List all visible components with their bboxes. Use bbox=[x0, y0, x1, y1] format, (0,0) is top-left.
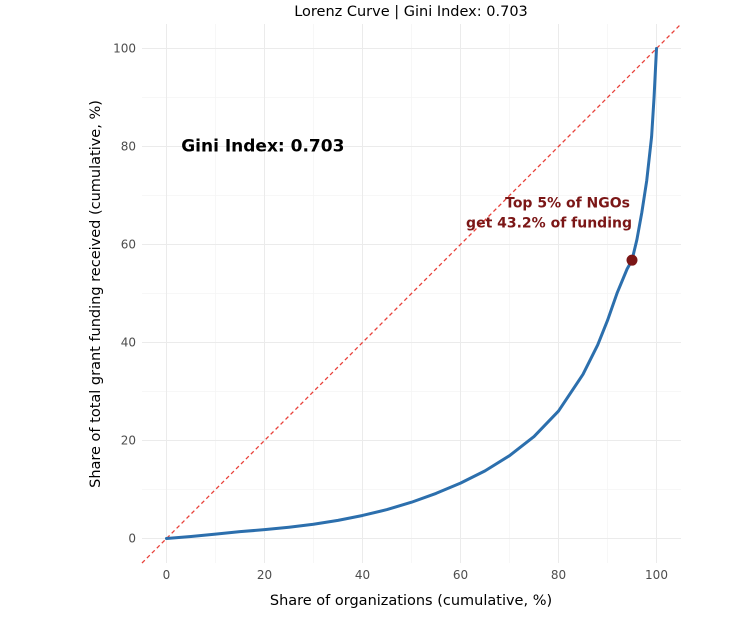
tick-labels: 0 20 40 60 80 100 0 20 40 60 80 100 bbox=[113, 42, 668, 583]
gini-index-annotation: Gini Index: 0.703 bbox=[181, 136, 344, 156]
annotations: Gini Index: 0.703 Top 5% of NGOs get 43.… bbox=[181, 136, 632, 231]
top-5-percent-point bbox=[626, 254, 638, 266]
x-tick-label: 80 bbox=[551, 568, 566, 582]
lorenz-curve-line bbox=[165, 47, 658, 540]
y-tick-label: 60 bbox=[121, 238, 136, 252]
top-ngo-annotation-line2: get 43.2% of funding bbox=[466, 215, 632, 231]
y-tick-label: 80 bbox=[121, 140, 136, 154]
y-axis-title: Share of total grant funding received (c… bbox=[88, 100, 104, 488]
top-ngo-annotation-line1: Top 5% of NGOs bbox=[505, 195, 630, 211]
x-tick-label: 60 bbox=[453, 568, 468, 582]
x-axis-title: Share of organizations (cumulative, %) bbox=[270, 593, 552, 609]
x-tick-label: 0 bbox=[163, 568, 171, 582]
lorenz-curve-layer bbox=[165, 47, 658, 540]
y-tick-label: 20 bbox=[121, 434, 136, 448]
equality-line-layer bbox=[141, 23, 682, 564]
x-tick-label: 100 bbox=[645, 568, 668, 582]
y-tick-label: 0 bbox=[128, 532, 136, 546]
equality-line bbox=[141, 23, 682, 564]
y-tick-label: 40 bbox=[121, 336, 136, 350]
x-tick-label: 40 bbox=[355, 568, 370, 582]
x-tick-label: 20 bbox=[257, 568, 272, 582]
chart-title: Lorenz Curve | Gini Index: 0.703 bbox=[294, 4, 528, 20]
y-tick-label: 100 bbox=[113, 42, 136, 56]
grid bbox=[142, 24, 681, 563]
